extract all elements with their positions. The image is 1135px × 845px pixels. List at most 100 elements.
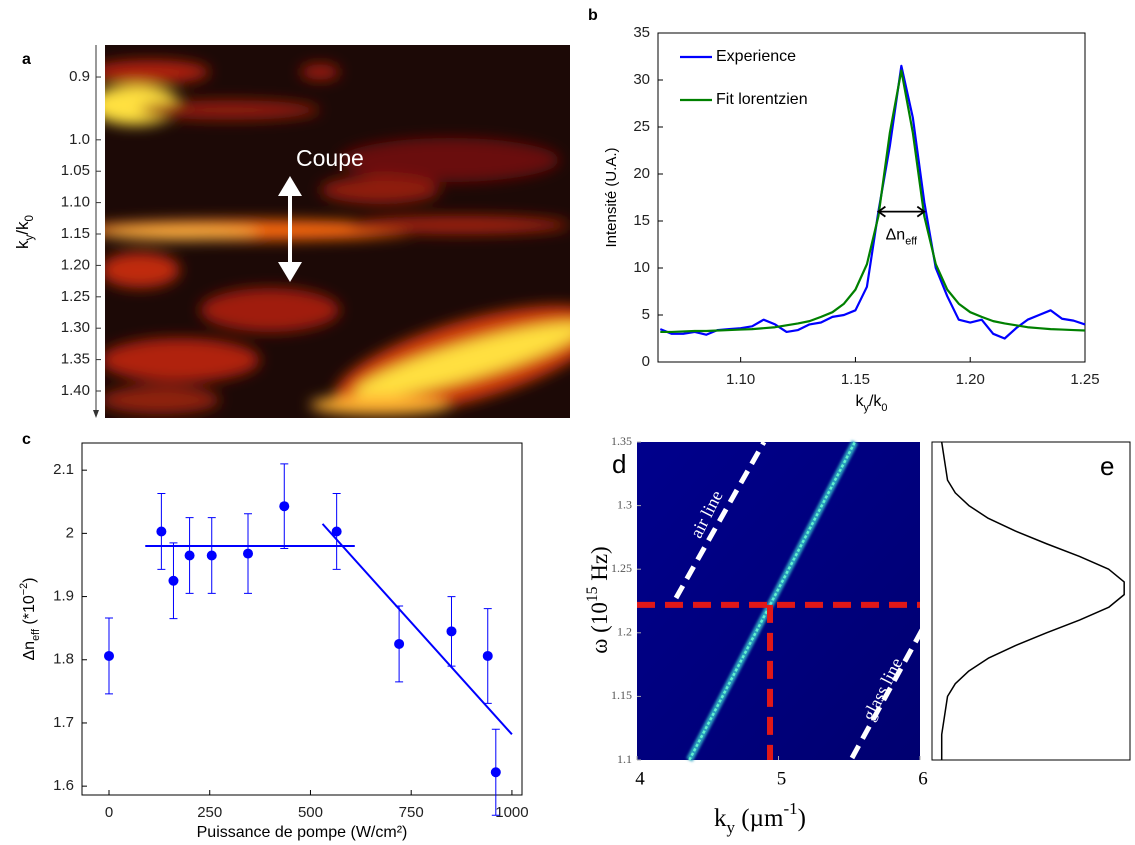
panel-label: b <box>588 7 598 24</box>
data-point <box>331 526 342 537</box>
data-point <box>482 650 493 661</box>
x-tick-label: 250 <box>197 804 222 821</box>
y-axis-label: ω (1015 Hz) <box>584 546 612 653</box>
y-axis-label-part: 0 <box>24 215 36 221</box>
y-tick-label: 35 <box>633 24 650 41</box>
y-tick-label: 1.3 <box>617 497 632 511</box>
y-tick-label: 1.05 <box>61 162 90 179</box>
x-axis-label-part: /k <box>869 393 882 410</box>
y-tick-label: 2 <box>66 524 74 541</box>
data-line <box>940 441 1125 760</box>
y-tick-label: 1.2 <box>617 625 632 639</box>
x-tick-label: 4 <box>635 768 645 789</box>
y-tick-label: 1.30 <box>61 319 90 336</box>
ridge-glow <box>686 440 859 762</box>
y-tick-label: 5 <box>642 306 650 323</box>
data-point <box>394 638 405 649</box>
y-axis-label-part: Hz) <box>587 546 612 586</box>
x-tick-label: 1.10 <box>726 371 755 388</box>
y-tick-label: 10 <box>633 259 650 276</box>
y-axis-label: ky/k0 <box>13 215 36 249</box>
x-axis-label-part: (µm <box>735 805 784 832</box>
y-tick-label: 1.8 <box>53 651 74 668</box>
data-point <box>243 548 254 559</box>
y-axis-label-part: (10 <box>587 602 612 638</box>
x-tick-label: 1000 <box>495 804 528 821</box>
panel-label: a <box>22 51 31 68</box>
y-tick-label: 1.20 <box>61 256 90 273</box>
annotation-part: eff <box>905 235 918 247</box>
x-tick-label: 1.15 <box>841 371 870 388</box>
x-axis-label: ky/k0 <box>856 393 888 414</box>
data-point <box>206 550 217 561</box>
glass-line <box>849 628 925 760</box>
heatmap-image <box>105 45 570 418</box>
y-axis-label-part: −2 <box>18 583 30 595</box>
data-point <box>184 550 195 561</box>
x-tick-label: 1.20 <box>956 371 985 388</box>
y-axis-label-part: k <box>13 240 32 249</box>
y-tick-label: 1.15 <box>611 688 632 702</box>
data-point <box>156 526 167 537</box>
x-axis-label-part: ) <box>798 805 806 832</box>
y-tick-label: 1.40 <box>61 382 90 399</box>
y-tick-label: 1.15 <box>61 225 90 242</box>
legend-label: Experience <box>716 48 796 65</box>
annotation-arrow <box>876 205 926 218</box>
x-axis-label-part: y <box>727 818 736 837</box>
y-tick-label: 1.35 <box>61 351 90 368</box>
y-axis-label-part: /k <box>13 221 32 235</box>
y-tick-label: 0.9 <box>69 68 90 85</box>
plot-frame <box>931 441 1131 761</box>
x-axis-label-part: k <box>856 393 865 410</box>
data-line <box>660 69 1086 334</box>
y-tick-label: 0 <box>642 353 650 370</box>
x-axis-label-part: k <box>714 805 727 832</box>
y-axis-label-part: eff <box>30 628 42 641</box>
y-tick-label: 1.9 <box>53 588 74 605</box>
y-tick-label: 2.1 <box>53 461 74 478</box>
y-axis-label-part: ω <box>587 639 612 654</box>
x-tick-label: 750 <box>399 804 424 821</box>
y-tick-label: 1.25 <box>611 561 632 575</box>
y-tick-label: 15 <box>633 212 650 229</box>
x-axis-label-part: -1 <box>783 799 797 818</box>
air-line <box>673 440 767 600</box>
annotation: Δneff <box>886 227 918 248</box>
y-tick-label: 1.7 <box>53 714 74 731</box>
x-axis-label-part: y <box>864 402 870 414</box>
y-tick-label: 1.0 <box>69 131 90 148</box>
data-point <box>279 501 290 512</box>
panel-label: c <box>22 431 31 448</box>
data-point <box>168 575 179 586</box>
annotation: Coupe <box>296 145 364 171</box>
coupe-arrow <box>278 176 302 282</box>
x-axis-label: ky (µm-1) <box>714 799 806 837</box>
plot-frame <box>81 442 523 796</box>
y-axis-arrow <box>93 410 99 418</box>
x-tick-label: 1.25 <box>1070 371 1099 388</box>
x-tick-label: 0 <box>105 804 113 821</box>
y-axis-label-part: y <box>24 234 36 240</box>
y-axis-label: Δneff (*10−2) <box>18 577 42 660</box>
data-point <box>490 767 501 778</box>
y-tick-label: 1.6 <box>53 777 74 794</box>
panel-label: e <box>1100 451 1114 481</box>
x-tick-label: 6 <box>918 768 928 789</box>
data-point <box>103 650 114 661</box>
y-tick-label: 1.25 <box>61 288 90 305</box>
y-axis-label-part: Δn <box>21 641 38 661</box>
fit-line <box>321 523 513 736</box>
plot-frame <box>657 32 1086 363</box>
y-tick-label: 1.10 <box>61 194 90 211</box>
y-axis-label-part: ) <box>21 577 38 582</box>
y-tick-label: 1.35 <box>611 434 632 448</box>
x-tick-label: 5 <box>777 768 787 789</box>
annotation-part: Δn <box>886 227 906 244</box>
y-axis-label-part: 15 <box>584 586 601 602</box>
x-tick-label: 500 <box>298 804 323 821</box>
data-point <box>446 626 457 637</box>
y-tick-label: 25 <box>633 118 650 135</box>
